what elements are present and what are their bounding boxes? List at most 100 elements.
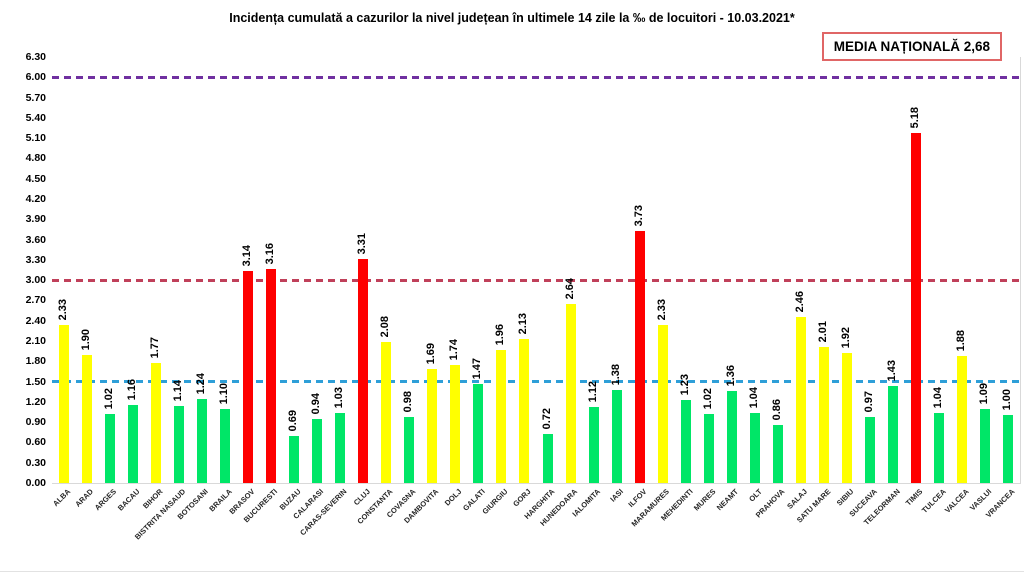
- bar-value-label: 0.98: [402, 390, 415, 412]
- bar-value-label: 3.14: [240, 244, 253, 266]
- bar-value-label: 1.24: [194, 372, 207, 394]
- y-tick-label: 3.90: [25, 213, 46, 226]
- bar-value-label: 1.12: [586, 380, 599, 402]
- y-tick-label: 1.50: [25, 375, 46, 388]
- y-tick-label: 3.30: [25, 253, 46, 266]
- bar-buzau: [289, 436, 299, 483]
- bar-value-label: 1.38: [609, 363, 622, 385]
- y-tick-label: 6.00: [25, 71, 46, 84]
- bar-valcea: [957, 356, 968, 483]
- bar-value-label: 1.36: [724, 364, 737, 386]
- bar-value-label: 0.86: [771, 398, 783, 420]
- y-tick-label: 0.30: [25, 456, 46, 469]
- bar-constanta: [381, 342, 392, 483]
- bar-covasna: [404, 417, 415, 483]
- y-tick-label: 4.20: [25, 193, 46, 205]
- bar-value-label: 2.64: [563, 277, 576, 299]
- bar-suceava: [865, 417, 876, 483]
- y-tick-label: 1.80: [25, 355, 46, 368]
- bar-calarasi: [312, 419, 323, 483]
- bar-value-label: 1.92: [840, 326, 853, 348]
- bar-alba: [58, 325, 69, 483]
- bar-botosani: [196, 399, 207, 483]
- bar-neamt: [726, 391, 737, 483]
- bar-value-label: 1.04: [932, 386, 945, 408]
- reference-line-1.50: [52, 380, 1020, 384]
- bar-tulcea: [934, 413, 945, 483]
- y-tick-label: 1.20: [25, 395, 46, 408]
- bar-value-label: 2.33: [655, 298, 668, 320]
- bar-value-label: 1.47: [471, 357, 484, 379]
- bar-value-label: 2.33: [56, 298, 69, 320]
- y-tick-label: 4.80: [25, 152, 46, 165]
- bar-value-label: 1.43: [886, 359, 899, 381]
- y-tick-label: 5.40: [25, 111, 46, 124]
- bar-value-label: 2.01: [817, 320, 830, 342]
- bar-value-label: 0.97: [863, 390, 876, 412]
- x-axis-label: ARGES: [92, 487, 118, 513]
- bar-value-label: 1.69: [425, 342, 438, 364]
- bar-value-label: 1.04: [747, 386, 760, 408]
- bar-value-label: 1.88: [955, 329, 968, 351]
- bar-galati: [473, 384, 484, 483]
- x-axis-label: MURES: [691, 487, 718, 513]
- y-tick-label: 2.10: [25, 335, 46, 347]
- bottom-divider: [0, 571, 1024, 572]
- bar-timis: [911, 133, 922, 483]
- bar-value-label: 0.69: [287, 409, 299, 431]
- bar-bihor: [150, 363, 161, 483]
- x-axis-label: BACAU: [115, 487, 142, 513]
- bar-value-label: 1.02: [701, 387, 714, 409]
- x-axis-label: VALCEA: [942, 487, 971, 515]
- bar-vaslui: [980, 409, 991, 483]
- bar-ialomita: [588, 407, 599, 483]
- bar-satu-mare: [819, 347, 830, 483]
- bar-braila: [219, 409, 230, 483]
- y-tick-label: 4.50: [25, 172, 46, 185]
- reference-line-3.00: [52, 278, 1020, 282]
- x-axis-label: NEAMT: [715, 487, 741, 513]
- y-tick-label: 3.60: [25, 233, 46, 246]
- y-tick-label: 0.60: [25, 436, 46, 449]
- bar-value-label: 1.09: [978, 382, 991, 404]
- bar-iasi: [611, 390, 622, 483]
- bar-caras-severin: [335, 413, 346, 483]
- bar-giurgiu: [496, 350, 507, 483]
- bar-ilfov: [634, 231, 645, 483]
- bar-arges: [104, 414, 115, 483]
- bar-value-label: 1.03: [333, 386, 346, 408]
- bar-value-label: 0.94: [310, 392, 323, 414]
- bar-mehedinti: [680, 400, 691, 483]
- plot-area: 2.33 ALBA 1.90 ARAD 1.02 ARGES 1.16 BACAU 1.77 BI…: [51, 57, 1021, 541]
- bar-value-label: 2.13: [517, 312, 530, 334]
- national-average-value: 2,68: [963, 39, 990, 54]
- x-axis-label: CLUJ: [351, 487, 372, 508]
- bar-value-label: 3.31: [356, 232, 369, 254]
- bar-maramures: [657, 325, 668, 483]
- bar-value-label: 3.16: [263, 242, 276, 264]
- bar-bucuresti: [265, 269, 276, 483]
- x-axis-label: TULCEA: [919, 487, 948, 515]
- bar-value-label: 1.16: [125, 378, 138, 400]
- national-average-label: MEDIA NAȚIONALĂ: [833, 39, 960, 54]
- bar-vrancea: [1003, 415, 1014, 483]
- bar-prahova: [773, 425, 783, 483]
- bar-salaj: [796, 317, 807, 483]
- bar-harghita: [542, 434, 553, 483]
- bar-brasov: [242, 271, 253, 483]
- bar-gorj: [519, 339, 530, 483]
- bar-value-label: 1.96: [494, 323, 507, 345]
- bar-value-label: 1.02: [102, 387, 115, 409]
- bar-teleorman: [888, 386, 899, 483]
- y-tick-label: 2.70: [25, 294, 46, 307]
- y-tick-label: 5.70: [25, 91, 46, 104]
- bar-olt: [749, 413, 760, 483]
- bar-value-label: 1.14: [171, 379, 184, 401]
- bar-value-label: 1.90: [79, 328, 92, 350]
- x-axis-label: ALBA: [50, 487, 72, 509]
- bar-bacau: [127, 405, 138, 483]
- y-tick-label: 3.00: [25, 274, 46, 287]
- bar-value-label: 3.73: [632, 204, 645, 226]
- bar-value-label: 2.08: [379, 315, 392, 337]
- bar-value-label: 1.77: [148, 336, 161, 358]
